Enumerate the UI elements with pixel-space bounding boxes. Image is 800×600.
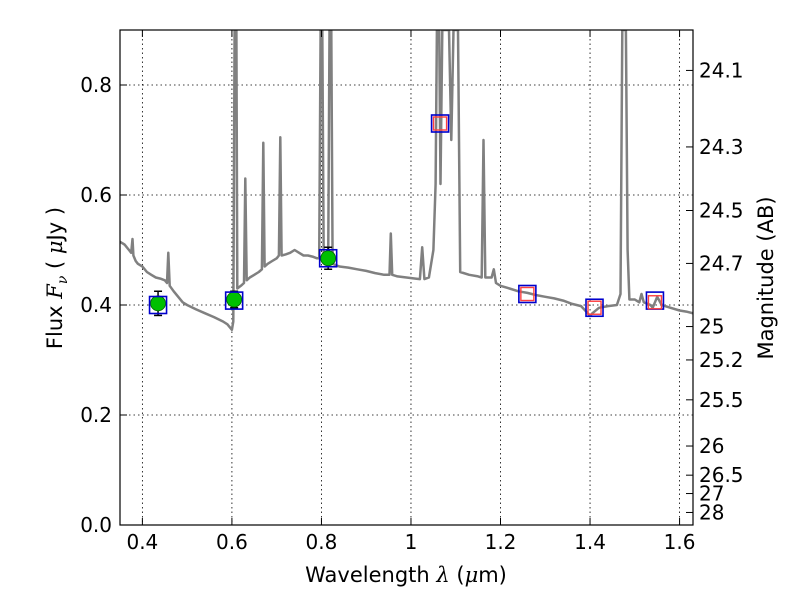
y-tick-label: 0.0 xyxy=(80,513,112,537)
right-axis-title: Magnitude (AB) xyxy=(754,196,778,359)
x-tick-label: 1.6 xyxy=(664,530,696,554)
observed-point xyxy=(150,295,166,312)
y-tick-label: 0.4 xyxy=(80,293,112,317)
x-tick-label: 0.6 xyxy=(216,530,248,554)
right-tick-label: 26 xyxy=(699,434,724,458)
right-tick-label: 25.2 xyxy=(699,348,744,372)
y-tick-label: 0.8 xyxy=(80,73,112,97)
right-tick-label: 24.3 xyxy=(699,135,744,159)
right-tick-label: 24.7 xyxy=(699,251,744,275)
model-band-square xyxy=(518,284,537,304)
plot-area xyxy=(120,30,693,332)
x-tick-label: 1.4 xyxy=(574,530,606,554)
model-band-alt-square xyxy=(587,300,602,315)
right-tick-label: 26.5 xyxy=(699,463,744,487)
right-tick-label: 24.5 xyxy=(699,199,744,223)
model-band-square xyxy=(585,298,604,318)
model-band-square xyxy=(224,291,244,310)
model-band-square xyxy=(318,248,338,268)
x-axis-title: Wavelength λ (μm) xyxy=(305,563,507,587)
x-tick-label: 0.8 xyxy=(306,530,338,554)
y-tick-label: 0.2 xyxy=(80,403,112,427)
right-tick-label: 27 xyxy=(699,482,724,506)
model-band-square xyxy=(430,114,450,133)
model-band-alt-square xyxy=(647,295,663,310)
markers xyxy=(148,114,665,318)
model-band-alt-square xyxy=(432,116,448,131)
right-tick-label: 28 xyxy=(699,500,724,524)
observed-point xyxy=(320,250,337,267)
right-tick-label: 24.1 xyxy=(699,58,744,82)
model-band-square xyxy=(148,295,168,315)
x-tick-label: 0.4 xyxy=(126,530,158,554)
model-band-alt-square xyxy=(520,286,535,302)
x-tick-label: 1 xyxy=(405,530,418,554)
model-spectrum-line xyxy=(120,30,693,332)
y-tick-label: 0.6 xyxy=(80,183,112,207)
y-axis-title: Flux Fν ( μJy ) xyxy=(43,207,71,349)
observed-point xyxy=(226,291,243,308)
right-tick-label: 25 xyxy=(699,315,724,339)
right-tick-label: 25.5 xyxy=(699,388,744,412)
plot-frame xyxy=(119,29,694,526)
x-tick-label: 1.2 xyxy=(485,530,517,554)
ticks: 0.4 0.6 0.8 1 1.2 1.4 1.6 0.0 0.2 0.4 0.6 0.8 24.1 24… xyxy=(80,30,744,554)
